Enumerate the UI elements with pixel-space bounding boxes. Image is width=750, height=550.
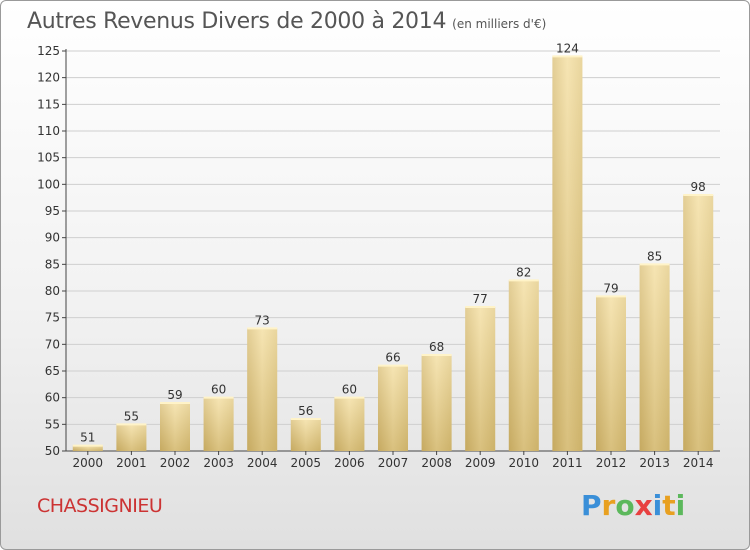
x-tick-label-2011: 2011 <box>552 456 583 470</box>
logo-letter: x <box>634 489 653 522</box>
y-tick-label: 70 <box>45 337 60 351</box>
bars <box>72 55 714 451</box>
y-tick-label: 80 <box>45 284 60 298</box>
data-label-2006: 60 <box>342 383 357 397</box>
x-tick-label-2004: 2004 <box>247 456 278 470</box>
logo-letter: i <box>652 489 663 522</box>
y-tick-label: 95 <box>45 204 60 218</box>
y-tick-label: 110 <box>37 124 60 138</box>
x-tick-label-2012: 2012 <box>596 456 627 470</box>
y-tick-label: 90 <box>45 231 60 245</box>
chart-subtitle: (en milliers d'€) <box>452 17 547 31</box>
y-tick-label: 65 <box>45 364 60 378</box>
logo-letter: t <box>662 489 676 522</box>
x-tick-label-2013: 2013 <box>639 456 670 470</box>
x-tick-label-2009: 2009 <box>465 456 496 470</box>
x-tick-label-2007: 2007 <box>378 456 409 470</box>
y-tick-label: 115 <box>37 97 60 111</box>
bar-shade-2000 <box>72 445 103 451</box>
x-tick-label-2010: 2010 <box>509 456 540 470</box>
data-label-2009: 77 <box>473 292 488 306</box>
data-label-2005: 56 <box>298 404 313 418</box>
x-tick-label-2008: 2008 <box>421 456 452 470</box>
chart-title: Autres Revenus Divers de 2000 à 2014 (en … <box>27 9 546 34</box>
x-tick-label-2003: 2003 <box>203 456 234 470</box>
y-tick-label: 105 <box>37 151 60 165</box>
data-label-2003: 60 <box>211 383 226 397</box>
bar-shade-2007 <box>378 365 408 451</box>
bar-shade-2011 <box>552 56 583 451</box>
x-tick-label-2000: 2000 <box>73 456 104 470</box>
y-tick-label: 55 <box>45 417 60 431</box>
logo-letter: r <box>601 489 616 522</box>
data-label-2001: 55 <box>124 409 139 423</box>
x-tick-label-2005: 2005 <box>291 456 322 470</box>
y-tick-label: 60 <box>45 391 60 405</box>
x-tick-label-2014: 2014 <box>683 456 714 470</box>
x-tick-label-2001: 2001 <box>116 456 147 470</box>
y-axis-ticks: 50 55 60 65 70 75 80 85 90 95 100 105 110 115 120 125 <box>37 44 66 458</box>
bar-shade-2005 <box>290 419 321 451</box>
chart-title-text: Autres Revenus Divers de 2000 à 2014 <box>27 9 447 34</box>
y-tick-label: 100 <box>37 177 60 191</box>
bar-shade-2004 <box>247 328 278 451</box>
commune-name: CHASSIGNIEU <box>37 495 163 517</box>
data-label-2002: 59 <box>167 388 182 402</box>
bar-shade-2013 <box>639 264 670 451</box>
data-label-2000: 51 <box>80 431 95 445</box>
data-labels: 51 55 59 60 73 56 60 66 68 77 82 124 79 85 98 <box>80 41 706 444</box>
data-label-2014: 98 <box>691 180 706 194</box>
y-tick-label: 50 <box>45 444 60 458</box>
logo-letter: i <box>675 489 686 522</box>
bar-shade-2009 <box>465 307 496 451</box>
x-tick-label-2002: 2002 <box>160 456 191 470</box>
x-axis-ticks: 2000 2001 2002 2003 2004 2005 2006 2007 2008 2009… <box>73 451 714 470</box>
data-label-2008: 68 <box>429 340 444 354</box>
data-label-2012: 79 <box>603 281 618 295</box>
y-tick-label: 125 <box>37 44 60 58</box>
data-label-2011: 124 <box>556 41 579 55</box>
data-label-2013: 85 <box>647 249 662 263</box>
x-tick-label-2006: 2006 <box>334 456 365 470</box>
y-tick-label: 120 <box>37 71 60 85</box>
bar-shade-2010 <box>508 280 539 451</box>
bar-shade-2012 <box>596 296 626 451</box>
bar-shade-2014 <box>683 195 714 451</box>
bar-shade-2003 <box>203 397 234 451</box>
bar-shade-2006 <box>334 397 365 451</box>
bar-shade-2002 <box>160 403 190 451</box>
logo-letter: o <box>615 489 635 522</box>
bar-shade-2008 <box>421 355 452 451</box>
proxiti-logo: Proxiti <box>581 489 685 522</box>
y-tick-label: 85 <box>45 257 60 271</box>
logo-letter: P <box>581 489 602 522</box>
data-label-2004: 73 <box>255 313 270 327</box>
data-label-2007: 66 <box>385 351 400 365</box>
data-label-2010: 82 <box>516 265 531 279</box>
bar-shade-2001 <box>116 424 147 451</box>
y-tick-label: 75 <box>45 311 60 325</box>
